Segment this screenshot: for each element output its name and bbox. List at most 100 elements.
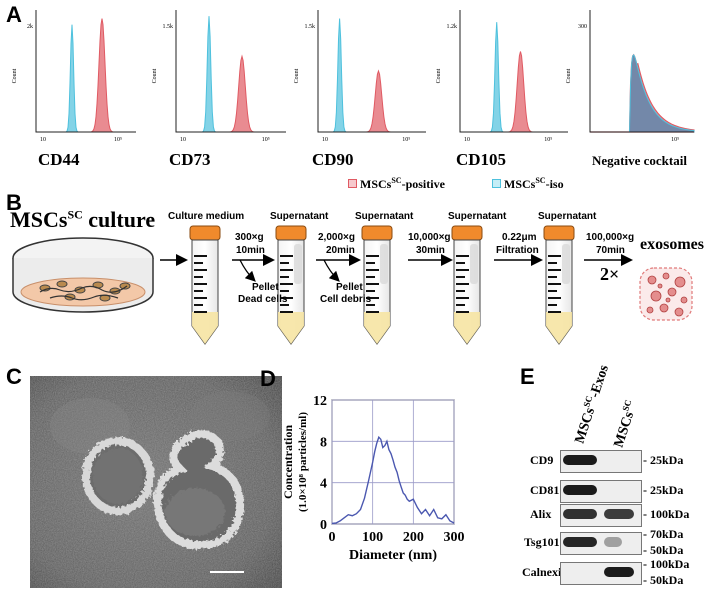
xtick-left-0: 10 [40,137,46,143]
ytick-0: 2k [27,24,33,30]
step-4-speed: 100,000×g [586,232,635,243]
iso-peak-2 [318,18,426,133]
marker-label-cd105: CD105 [456,150,507,169]
negative-iso-area [590,53,695,133]
step-3-speed: 0.22μm [502,232,537,243]
xtick-left-1: 10 [180,137,186,143]
positive-peak-2 [318,69,426,133]
exosomes-label: exosomes [640,236,704,253]
ylabel-1: Count [152,68,158,83]
step-4-time: 70min [596,245,625,256]
wb-protein-label-4: Calnexin [522,565,569,579]
axes-3 [459,10,568,133]
axes-4 [589,10,694,133]
wb-marker-2-0: - 100kDa [643,507,690,521]
step-0-note2: Dead cells [238,294,288,305]
step-3-time: Filtration [496,245,539,256]
xtick-label-2: 200 [403,530,424,545]
axes-1 [175,10,286,133]
ytick-2: 1.5k [305,24,316,30]
ytick-1: 1.5k [163,24,174,30]
wb-col-mscs: MSCsSC [611,398,638,450]
tem-image [30,376,282,588]
ytick-4: 300 [578,24,587,30]
ytick-label-0: 0 [320,518,327,533]
x-axis-label: Diameter (nm) [349,548,437,563]
wb-band-3-0 [563,537,597,547]
ylabel-2: Count [294,68,300,83]
workflow-diagram [12,225,693,345]
panel-label-a: A [6,2,22,27]
histogram-1: Count 1.5k 10 10⁵ [152,10,286,143]
positive-peak-1 [176,54,286,133]
xtick-left-3: 10 [464,137,470,143]
wb-marker-4-0: - 100kDa [643,557,690,571]
wb-band-4-0 [604,567,634,577]
wb-protein-label-1: CD81 [530,483,560,497]
panel-label-b: B [6,190,22,215]
centrifuge-tube-icon-0 [189,225,221,345]
legend-iso-swatch [492,179,501,188]
xtick-label-3: 300 [444,530,465,545]
axes-0 [35,10,136,133]
wb-marker-3-1: - 50kDa [643,543,684,557]
wb-band-3-1 [604,537,622,547]
histogram-2: Count 1.5k 10 10⁵ [294,10,426,143]
panel-label-e: E [520,364,535,389]
step-0-note1: Pellet [252,282,279,293]
histogram-4: Count 300 10⁵ [566,10,695,143]
xtick-right-4: 10⁵ [671,137,679,143]
xtick-left-2: 10 [322,137,328,143]
series-line-0 [331,435,455,525]
stage-label-2: Supernatant [355,211,414,222]
marker-label-negative: Negative cocktail [592,153,687,168]
step-2-time: 30min [416,245,445,256]
xtick-right-2: 10⁵ [402,137,410,143]
centrifuge-tube-icon-1 [275,225,307,345]
histogram-3: Count 1.2k 10 10⁵ [436,10,568,143]
pellet-arrow-2 [323,259,340,282]
axes-2 [317,10,426,133]
repeat-label: 2× [600,264,620,284]
ylabel-0: Count [12,68,18,83]
ytick-label-2: 8 [320,435,327,450]
wb-protein-label-2: Alix [530,507,552,521]
legend-positive-swatch [348,179,357,188]
step-0-time: 10min [236,245,265,256]
centrifuge-tube-icon-4 [543,225,575,345]
legend-iso: MSCsSC-iso [492,176,564,192]
marker-label-cd73: CD73 [169,150,211,169]
wb-marker-1-0: - 25kDa [643,483,684,497]
wb-band-2-1 [604,509,634,519]
step-0-speed: 300×g [235,232,264,243]
step-1-time: 20min [326,245,355,256]
wb-band-2-0 [563,509,597,519]
centrifuge-tube-icon-3 [451,225,483,345]
legend-positive: MSCsSC-positive [348,176,445,192]
ylabel-4: Count [566,68,572,83]
wb-marker-4-1: - 50kDa [643,573,684,587]
xtick-label-1: 100 [362,530,383,545]
wb-band-0-0 [563,455,597,465]
wb-band-1-0 [563,485,597,495]
step-1-note2: Cell debris [320,294,372,305]
stage-label-4: Supernatant [538,211,597,222]
ytick-label-1: 4 [320,477,327,492]
culture-dish-icon [12,237,154,313]
positive-peak-0 [36,18,136,133]
flow-histograms: Count 2k 10 10⁵ Count 1.5k 10 10⁵ Count 1.5k 10 10⁵… [12,10,695,143]
ytick-3: 1.2k [447,24,458,30]
wb-marker-0-0: - 25kDa [643,453,684,467]
centrifuge-tube-icon-2 [361,225,393,345]
step-1-note1: Pellet [336,282,363,293]
histogram-0: Count 2k 10 10⁵ [12,10,136,143]
pellet-arrow-1 [239,259,256,282]
marker-label-cd90: CD90 [312,150,354,169]
panel-label-c: C [6,364,22,389]
marker-label-cd44: CD44 [38,150,80,169]
nta-chart: 0 4 8 12 0 100 200 300 Diameter (nm) Concentratio… [281,394,465,563]
xtick-right-1: 10⁵ [262,137,270,143]
y-axis-label-2: (1.0×10⁸ particles/ml) [297,412,309,512]
wb-protein-label-3: Tsg101 [524,535,560,549]
stage-label-1: Supernatant [270,211,329,222]
